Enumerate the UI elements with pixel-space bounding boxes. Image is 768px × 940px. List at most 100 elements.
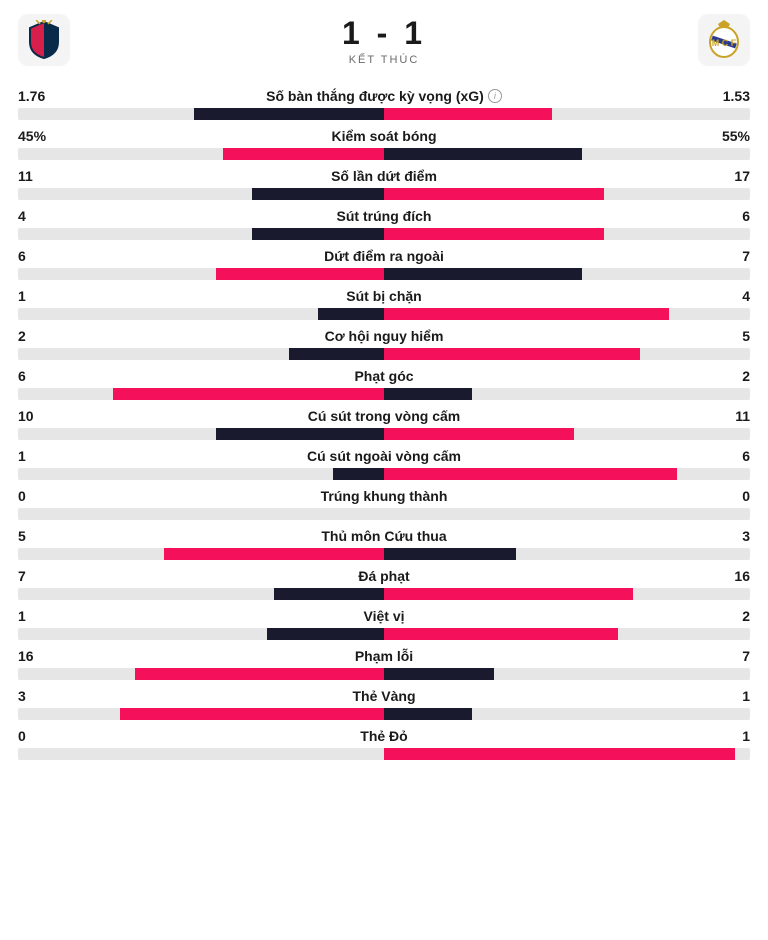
stat-label: Số lần dứt điểm <box>66 168 702 184</box>
stat-away-bar <box>384 668 494 680</box>
info-icon[interactable]: i <box>488 89 502 103</box>
stat-label: Sút bị chặn <box>66 288 702 304</box>
stat-row: 16Phạm lỗi7 <box>18 648 750 680</box>
stat-row: 1Cú sút ngoài vòng cấm6 <box>18 448 750 480</box>
stat-bar-track <box>18 588 750 600</box>
away-team-crest[interactable]: M C F <box>698 14 750 66</box>
stat-bar-track <box>18 148 750 160</box>
stat-away-bar <box>384 548 516 560</box>
stat-home-value: 5 <box>18 528 66 544</box>
stat-bar-track <box>18 308 750 320</box>
stat-bar-track <box>18 628 750 640</box>
stat-bar-track <box>18 708 750 720</box>
match-status: KẾT THÚC <box>342 54 426 66</box>
stat-home-value: 0 <box>18 728 66 744</box>
stat-header: 5Thủ môn Cứu thua3 <box>18 528 750 544</box>
stat-away-bar <box>384 108 552 120</box>
stat-bar-track <box>18 748 750 760</box>
stat-away-value: 55% <box>702 128 750 144</box>
stat-bar-track <box>18 468 750 480</box>
stat-header: 3Thẻ Vàng1 <box>18 688 750 704</box>
stat-home-value: 1 <box>18 608 66 624</box>
stat-row: 0Trúng khung thành0 <box>18 488 750 520</box>
stat-label: Việt vị <box>66 608 702 624</box>
stat-row: 4Sút trúng đích6 <box>18 208 750 240</box>
stat-label: Cơ hội nguy hiểm <box>66 328 702 344</box>
stat-away-value: 7 <box>702 248 750 264</box>
stat-away-bar <box>384 708 472 720</box>
stat-header: 1Việt vị2 <box>18 608 750 624</box>
stat-home-value: 3 <box>18 688 66 704</box>
stat-home-bar <box>135 668 384 680</box>
stat-away-bar <box>384 308 669 320</box>
stat-home-value: 1 <box>18 448 66 464</box>
stat-label: Số bàn thắng được kỳ vọng (xG)i <box>66 88 702 104</box>
stat-home-bar <box>120 708 384 720</box>
stat-away-bar <box>384 188 604 200</box>
stat-header: 6Phạt góc2 <box>18 368 750 384</box>
stat-home-value: 6 <box>18 368 66 384</box>
stat-header: 10Cú sút trong vòng cấm11 <box>18 408 750 424</box>
stat-home-value: 45% <box>18 128 66 144</box>
stat-bar-track <box>18 188 750 200</box>
stat-home-value: 1 <box>18 288 66 304</box>
stat-home-bar <box>252 228 384 240</box>
stat-home-value: 11 <box>18 168 66 184</box>
stat-bar-track <box>18 348 750 360</box>
stat-row: 1Sút bị chặn4 <box>18 288 750 320</box>
stat-home-bar <box>318 308 384 320</box>
stat-row: 6Dứt điểm ra ngoài7 <box>18 248 750 280</box>
stat-home-bar <box>223 148 384 160</box>
stat-bar-track <box>18 548 750 560</box>
stat-row: 1.76Số bàn thắng được kỳ vọng (xG)i1.53 <box>18 88 750 120</box>
stat-row: 2Cơ hội nguy hiểm5 <box>18 328 750 360</box>
stat-bar-track <box>18 508 750 520</box>
stat-label: Trúng khung thành <box>66 488 702 504</box>
stat-away-value: 5 <box>702 328 750 344</box>
stat-home-bar <box>252 188 384 200</box>
stat-away-value: 0 <box>702 488 750 504</box>
stat-away-bar <box>384 268 582 280</box>
stat-header: 1Cú sút ngoài vòng cấm6 <box>18 448 750 464</box>
stat-home-value: 4 <box>18 208 66 224</box>
stat-away-bar <box>384 148 582 160</box>
stat-away-value: 1 <box>702 728 750 744</box>
stat-home-bar <box>194 108 384 120</box>
stat-label: Thẻ Vàng <box>66 688 702 704</box>
stat-home-value: 6 <box>18 248 66 264</box>
stat-home-bar <box>164 548 384 560</box>
stat-away-value: 3 <box>702 528 750 544</box>
stat-home-bar <box>333 468 384 480</box>
stat-label: Dứt điểm ra ngoài <box>66 248 702 264</box>
stats-list: 1.76Số bàn thắng được kỳ vọng (xG)i1.534… <box>18 88 750 760</box>
stat-header: 1.76Số bàn thắng được kỳ vọng (xG)i1.53 <box>18 88 750 104</box>
stat-row: 3Thẻ Vàng1 <box>18 688 750 720</box>
stat-row: 11Số lần dứt điểm17 <box>18 168 750 200</box>
stat-away-value: 1.53 <box>702 88 750 104</box>
stat-bar-track <box>18 428 750 440</box>
stat-header: 2Cơ hội nguy hiểm5 <box>18 328 750 344</box>
stat-away-value: 6 <box>702 208 750 224</box>
stat-away-bar <box>384 388 472 400</box>
stat-bar-track <box>18 228 750 240</box>
stat-home-bar <box>289 348 384 360</box>
stat-home-bar <box>216 268 384 280</box>
stat-label: Sút trúng đích <box>66 208 702 224</box>
stat-label: Kiểm soát bóng <box>66 128 702 144</box>
stat-row: 6Phạt góc2 <box>18 368 750 400</box>
stat-bar-track <box>18 388 750 400</box>
stat-home-bar <box>216 428 384 440</box>
stat-away-value: 2 <box>702 608 750 624</box>
stat-row: 1Việt vị2 <box>18 608 750 640</box>
home-team-crest[interactable] <box>18 14 70 66</box>
stat-label: Thủ môn Cứu thua <box>66 528 702 544</box>
stat-bar-track <box>18 108 750 120</box>
stat-home-value: 10 <box>18 408 66 424</box>
stat-row: 7Đá phạt16 <box>18 568 750 600</box>
stat-away-value: 17 <box>702 168 750 184</box>
stat-header: 4Sút trúng đích6 <box>18 208 750 224</box>
stat-header: 16Phạm lỗi7 <box>18 648 750 664</box>
score-line: 1 - 1 <box>342 15 426 52</box>
stat-header: 0Thẻ Đỏ1 <box>18 728 750 744</box>
osasuna-crest-icon <box>26 20 62 60</box>
